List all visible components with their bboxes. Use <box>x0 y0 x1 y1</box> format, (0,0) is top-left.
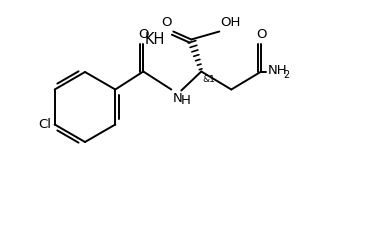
Text: H: H <box>180 94 190 106</box>
Text: KH: KH <box>145 32 165 47</box>
Text: O: O <box>161 16 171 29</box>
Text: N: N <box>172 92 182 104</box>
Text: NH: NH <box>267 64 287 77</box>
Text: OH: OH <box>220 16 241 29</box>
Text: 2: 2 <box>283 70 290 79</box>
Text: &1: &1 <box>202 74 215 83</box>
Text: O: O <box>256 27 267 40</box>
Text: O: O <box>138 27 149 40</box>
Text: Cl: Cl <box>39 118 52 131</box>
